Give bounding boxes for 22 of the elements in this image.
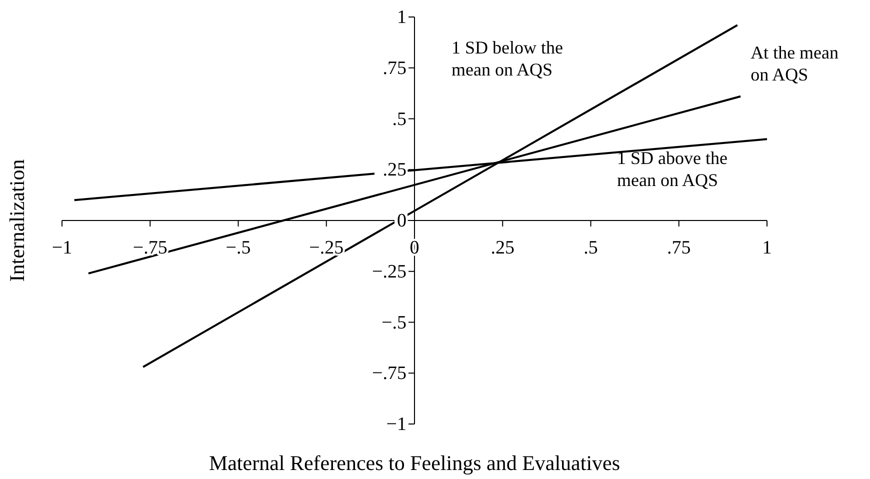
x-axis-title: Maternal References to Feelings and Evaluatives bbox=[208, 451, 620, 475]
y-tick-label: −.75 bbox=[372, 363, 406, 384]
y-tick-label: 1 bbox=[397, 7, 406, 28]
text: 1 SD below the mean on AQS bbox=[452, 38, 564, 80]
y-tick-label: −.25 bbox=[372, 261, 406, 282]
y-tick-label: 0 bbox=[397, 210, 406, 232]
x-tick-label: −1 bbox=[52, 238, 72, 258]
y-tick-label: .5 bbox=[392, 108, 406, 130]
x-tick-label: .75 bbox=[667, 238, 691, 258]
x-tick-label: .25 bbox=[490, 238, 514, 258]
x-tick-label: −.75 bbox=[132, 238, 168, 258]
x-tick-label: −.25 bbox=[309, 238, 344, 258]
y-tick-label: .75 bbox=[382, 58, 406, 79]
y-tick-label: −1 bbox=[386, 414, 406, 435]
y-tick-label: −.5 bbox=[382, 312, 406, 334]
series-label: At the mean on AQS bbox=[750, 42, 839, 84]
series-label: 1 SD above the mean on AQS bbox=[617, 148, 728, 190]
x-tick-label: .5 bbox=[584, 238, 598, 258]
x-tick-label: 1 bbox=[762, 238, 772, 258]
x-tick-label: −.5 bbox=[226, 238, 251, 258]
y-axis-title: Internalization bbox=[5, 158, 29, 282]
y-tick-label: .25 bbox=[382, 160, 406, 181]
